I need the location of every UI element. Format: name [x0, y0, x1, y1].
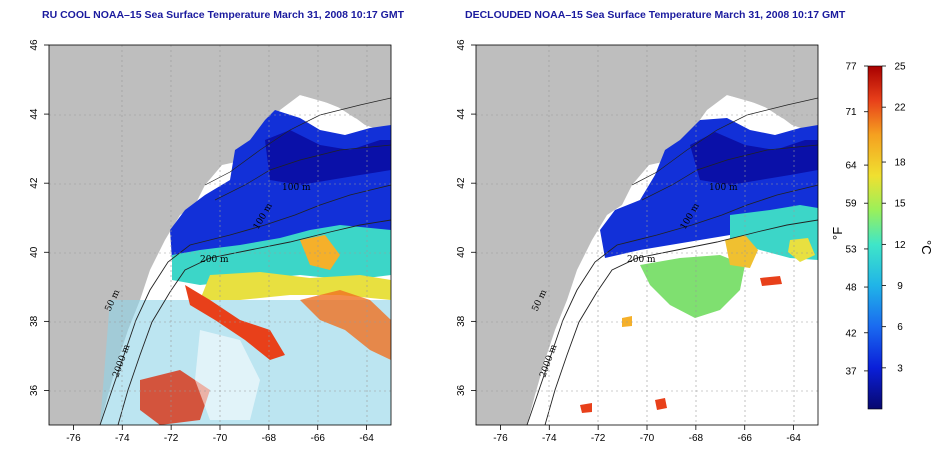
contour-left-1 [99, 184, 391, 425]
right-lon-tick-label: -74 [542, 433, 557, 444]
left-lon-tick-label: -64 [359, 433, 374, 444]
contour-right-2 [544, 219, 818, 425]
grid-right [476, 45, 818, 425]
map-left: 50 m 2000 m 200 m 100 m 100 m -76 -74 -72-… [29, 39, 392, 444]
title-left: RU COOL NOAA–15 Sea Surface Temperature … [42, 9, 405, 21]
sst-red-left-2 [300, 290, 391, 360]
sst-deepblue-left [265, 130, 391, 185]
sst-red-right-2 [655, 398, 667, 410]
sst-red-right-3 [580, 403, 592, 413]
left-lon-tick-label: -72 [164, 433, 179, 444]
left-lat-tick-label: 40 [29, 246, 40, 258]
celsius-tick-label: 6 [897, 322, 903, 333]
contour-left-4 [214, 144, 391, 201]
left-lat-tick-label: 44 [29, 108, 40, 120]
sst-red-left [185, 285, 285, 360]
left-lon-tick-label: -66 [310, 433, 325, 444]
right-lat-tick-label: 36 [456, 384, 467, 396]
land-left [49, 45, 391, 425]
colorbar: 25 22 18 15 12 9 6 3 77 71 64 59 53 48 42 37 °F °C [830, 62, 934, 410]
contour-label-left-100m: 100 m [282, 183, 311, 193]
contour-label-right-200m: 200 m [627, 255, 656, 265]
contour-label-left-200m: 200 m [200, 255, 229, 265]
axes-left: -76 -74 -72 -70 -68 -66 -64 36 38 40 42 44 46 [29, 39, 374, 444]
sst-red-left-3 [140, 370, 210, 425]
sst-deepblue-right [690, 132, 818, 185]
fahrenheit-unit: °F [830, 227, 845, 240]
fahrenheit-tick-label: 71 [845, 107, 857, 118]
right-lat-tick-label: 40 [456, 246, 467, 258]
map-right: 50 m 2000 m 200 m 100 m 100 m -76 -74 -72-… [456, 39, 819, 444]
sst-yellow-right [622, 316, 632, 327]
left-lat-tick-label: 46 [29, 39, 40, 51]
right-lon-tick-label: -76 [493, 433, 508, 444]
grid-left [49, 45, 391, 425]
celsius-tick-label: 25 [894, 62, 906, 73]
sst-slope-left [172, 225, 391, 285]
fahrenheit-tick-label: 42 [845, 328, 857, 339]
sst-warm-right [725, 235, 758, 268]
contour-label-right-100m: 100 m [709, 183, 738, 193]
fahrenheit-tick-label: 37 [845, 366, 857, 377]
contour-right-1 [526, 184, 818, 425]
colorbar-ticks: 25 22 18 15 12 9 6 3 77 71 64 59 53 48 42 37 [845, 62, 906, 378]
left-lon-tick-label: -76 [66, 433, 81, 444]
right-lat-tick-label: 46 [456, 39, 467, 51]
sst-green-right [640, 255, 745, 318]
contour-left-2 [117, 219, 391, 425]
fahrenheit-tick-label: 59 [845, 199, 857, 210]
left-lon-tick-label: -68 [262, 433, 277, 444]
sst-cold-left [170, 110, 391, 260]
sst-red-right [760, 276, 782, 286]
land-right [476, 45, 818, 425]
land-right-maritimes [727, 65, 818, 130]
celsius-tick-label: 18 [894, 158, 906, 169]
colorbar-scale [867, 65, 883, 410]
contour-right-4 [641, 144, 818, 201]
right-lon-tick-label: -70 [640, 433, 655, 444]
right-lon-tick-label: -64 [786, 433, 801, 444]
left-lat-tick-label: 36 [29, 384, 40, 396]
celsius-tick-label: 22 [894, 103, 906, 114]
contour-right-3 [631, 97, 818, 186]
axes-right: -76 -74 -72 -70 -68 -66 -64 36 38 40 42 44 46 [456, 39, 801, 444]
left-lon-tick-label: -74 [115, 433, 130, 444]
sst-white-left [195, 330, 260, 420]
land-left-maritimes [300, 65, 391, 130]
fahrenheit-tick-label: 64 [845, 161, 857, 172]
celsius-tick-label: 12 [894, 240, 906, 251]
celsius-unit: °C [919, 240, 934, 255]
right-lon-tick-label: -68 [689, 433, 704, 444]
sst-warm-right-2 [788, 238, 815, 262]
sst-warm-left [300, 235, 340, 270]
celsius-tick-label: 15 [894, 199, 906, 210]
right-lon-tick-label: -66 [737, 433, 752, 444]
fahrenheit-tick-label: 77 [845, 62, 857, 73]
title-right: DECLOUDED NOAA–15 Sea Surface Temperatur… [465, 9, 846, 21]
right-lon-tick-label: -72 [591, 433, 606, 444]
left-lon-tick-label: -70 [213, 433, 228, 444]
right-lat-tick-label: 38 [456, 315, 467, 327]
left-lat-tick-label: 38 [29, 315, 40, 327]
fahrenheit-tick-label: 48 [845, 283, 857, 294]
celsius-tick-label: 3 [897, 363, 903, 374]
right-lat-tick-label: 44 [456, 108, 467, 120]
left-lat-tick-label: 42 [29, 177, 40, 189]
contour-left-3 [204, 97, 391, 186]
celsius-tick-label: 9 [897, 281, 903, 292]
right-lat-tick-label: 42 [456, 177, 467, 189]
fahrenheit-tick-label: 53 [845, 244, 857, 255]
